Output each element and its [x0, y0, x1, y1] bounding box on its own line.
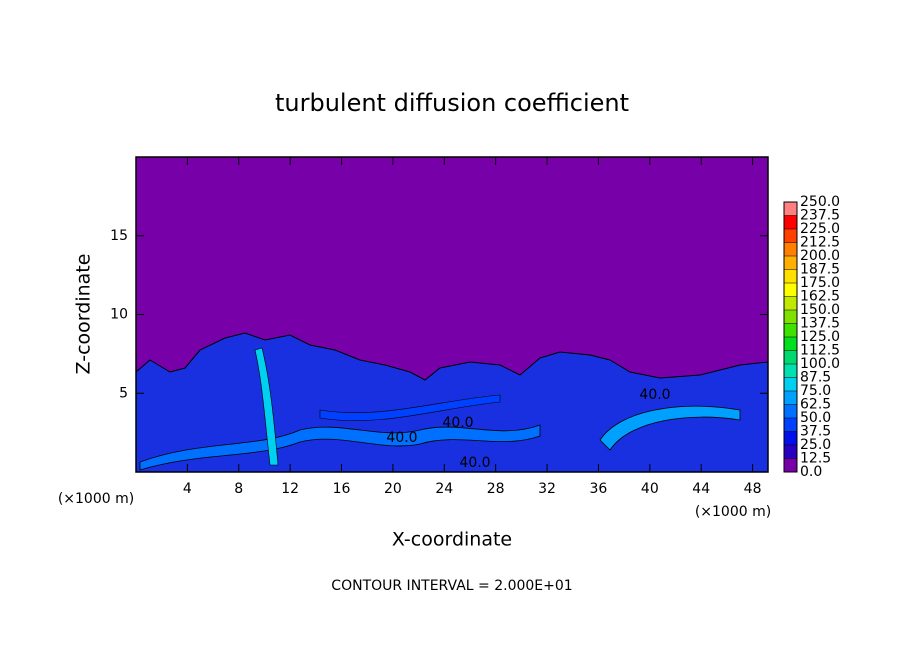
colorbar-bin — [784, 431, 797, 445]
y-unit: (×1000 m) — [58, 491, 134, 507]
colorbar-label: 100.0 — [800, 356, 840, 372]
colorbar-bin — [784, 458, 797, 472]
x-tick-label: 36 — [590, 481, 608, 497]
x-tick-label: 20 — [384, 481, 402, 497]
x-tick-label: 44 — [692, 481, 710, 497]
colorbar-label: 0.0 — [800, 464, 822, 480]
field-streak — [139, 424, 541, 471]
colorbar-bin — [784, 269, 797, 283]
colorbar-bin — [784, 202, 797, 216]
colorbar-bin — [784, 323, 797, 337]
colorbar-bin — [784, 404, 797, 418]
colorbar-label: 112.5 — [800, 343, 840, 359]
contour-label: 40.0 — [386, 430, 417, 446]
colorbar-bin — [784, 350, 797, 364]
colorbar-bin — [784, 445, 797, 459]
colorbar-bin — [784, 391, 797, 405]
chart-title: turbulent diffusion coefficient — [275, 89, 629, 117]
colorbar-label: 50.0 — [800, 410, 831, 426]
field-streak — [254, 347, 279, 466]
colorbar-label: 237.5 — [800, 208, 840, 224]
colorbar-label: 125.0 — [800, 329, 840, 345]
x-tick-label: 40 — [641, 481, 659, 497]
x-tick-label: 28 — [487, 481, 505, 497]
colorbar-bin — [784, 283, 797, 297]
colorbar-label: 75.0 — [800, 383, 831, 399]
contour-label: 40.0 — [459, 455, 490, 471]
colorbar-label: 150.0 — [800, 302, 840, 318]
x-axis-label: X-coordinate — [392, 529, 512, 551]
field-streak — [319, 394, 501, 422]
y-tick-label: 15 — [110, 228, 128, 244]
colorbar-label: 212.5 — [800, 235, 840, 251]
x-tick-label: 12 — [281, 481, 299, 497]
colorbar-label: 25.0 — [800, 437, 831, 453]
x-tick-label: 48 — [744, 481, 762, 497]
colorbar-label: 62.5 — [800, 397, 831, 413]
colorbar-bin — [784, 364, 797, 378]
colorbar-bin — [784, 229, 797, 243]
colorbar-label: 175.0 — [800, 275, 840, 291]
colorbar-bin — [784, 377, 797, 391]
colorbar-bin — [784, 242, 797, 256]
colorbar-label: 162.5 — [800, 289, 840, 305]
x-tick-label: 24 — [435, 481, 453, 497]
footnote: CONTOUR INTERVAL = 2.000E+01 — [331, 578, 572, 594]
colorbar-label: 137.5 — [800, 316, 840, 332]
colorbar-bin — [784, 256, 797, 270]
x-tick-label: 16 — [333, 481, 351, 497]
colorbar-label: 200.0 — [800, 248, 840, 264]
colorbar-label: 87.5 — [800, 370, 831, 386]
y-tick-label: 5 — [119, 385, 128, 401]
y-tick-label: 10 — [110, 307, 128, 323]
colorbar-bin — [784, 337, 797, 351]
colorbar-bin — [784, 296, 797, 310]
colorbar-label: 12.5 — [800, 451, 831, 467]
y-axis-label: Z-coordinate — [73, 254, 95, 375]
contour-label: 40.0 — [639, 387, 670, 403]
x-tick-label: 8 — [234, 481, 243, 497]
field-streak — [599, 405, 741, 451]
colorbar-bin — [784, 215, 797, 229]
colorbar-bin — [784, 310, 797, 324]
colorbar-label: 250.0 — [800, 194, 840, 210]
contour-label: 40.0 — [442, 415, 473, 431]
x-tick-label: 4 — [183, 481, 192, 497]
x-tick-label: 32 — [538, 481, 556, 497]
colorbar-bin — [784, 418, 797, 432]
x-unit: (×1000 m) — [695, 504, 771, 520]
colorbar-label: 225.0 — [800, 221, 840, 237]
colorbar-label: 37.5 — [800, 424, 831, 440]
colorbar-label: 187.5 — [800, 262, 840, 278]
